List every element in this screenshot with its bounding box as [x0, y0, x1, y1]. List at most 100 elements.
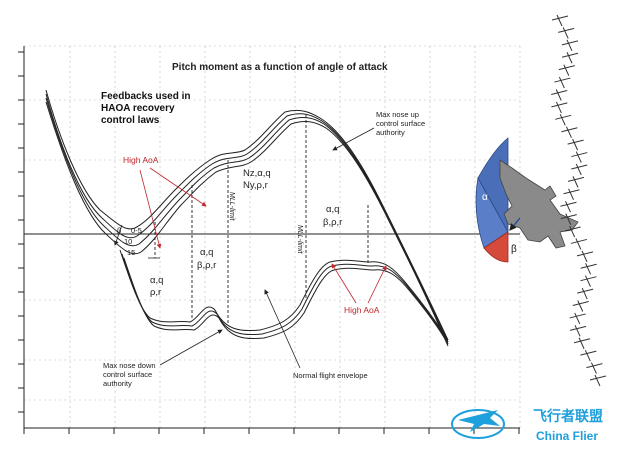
chain-stroke — [594, 374, 601, 387]
chain-stroke — [563, 189, 580, 195]
chain-stroke — [565, 213, 572, 225]
chain-stroke — [570, 238, 588, 244]
range-label-0-5: 0-5 — [131, 226, 142, 235]
inset-beta-symbol: β — [511, 244, 517, 255]
beta-arrow — [114, 224, 123, 246]
chain-stroke — [580, 263, 597, 269]
watermark-text-cn: 飞行者联盟 — [533, 408, 603, 424]
chain-stroke — [551, 102, 568, 108]
chain-stroke — [551, 15, 569, 21]
chain-stroke — [574, 312, 581, 325]
alpha-sector-lower — [475, 176, 509, 249]
chain-stroke — [585, 263, 592, 275]
axes — [23, 46, 520, 429]
watermark-text-en: China Flier — [536, 429, 598, 443]
chain-stroke — [576, 251, 594, 257]
limit-lines — [154, 115, 369, 325]
curve-1 — [45, 89, 449, 341]
max-nose-up-label: Max nose up control surface authority — [376, 110, 427, 137]
inset-arrow — [509, 217, 521, 231]
chain-stroke — [569, 325, 587, 331]
inset-alpha-symbol: α — [482, 192, 488, 203]
chain-stroke — [561, 40, 579, 46]
chain-stroke — [578, 337, 585, 349]
chain-stroke — [577, 288, 594, 294]
watermark-logo: 飞行者联盟 China Flier — [451, 408, 603, 443]
chain-stroke — [564, 226, 581, 232]
chain-stroke — [568, 188, 575, 201]
x-ticks — [23, 428, 520, 434]
lower-curve-2 — [121, 253, 449, 343]
curve-2 — [45, 93, 449, 343]
feedback-right: α,q β,ρ,r — [323, 204, 342, 228]
chain-stroke — [558, 27, 575, 33]
chain-stroke — [573, 338, 591, 344]
feedbacks-heading: Feedbacks used in HAOA recovery control … — [101, 91, 193, 126]
decorative-chain — [551, 14, 607, 387]
chain-stroke — [556, 14, 563, 27]
chain-stroke — [560, 201, 577, 207]
mll-limit-2: MLL-limit — [296, 225, 303, 254]
chain-stroke — [555, 89, 562, 101]
chain-stroke — [566, 52, 573, 64]
pitch-curves — [45, 89, 449, 347]
chain-stroke — [558, 65, 575, 71]
chain-stroke — [565, 200, 571, 213]
feedback-center: Nz,α,q Ny,ρ,r — [243, 168, 273, 191]
aircraft-silhouette — [499, 159, 579, 249]
chain-stroke — [555, 114, 572, 120]
chain-stroke — [577, 300, 584, 312]
lower-curve-3 — [123, 257, 449, 345]
lower-curve-1 — [119, 249, 449, 341]
feedback-left: α,q ρ,r — [150, 275, 166, 298]
max-nose-up-arrow — [332, 127, 375, 151]
chain-stroke — [580, 276, 597, 282]
high-aoa-right-arrow-1 — [331, 263, 357, 304]
max-nose-down-arrow — [159, 329, 223, 366]
chain-stroke — [581, 250, 588, 263]
chain-stroke — [572, 301, 589, 307]
aircraft-inset: α β — [475, 137, 579, 263]
beta-symbol: β — [117, 226, 122, 235]
chain-stroke — [574, 325, 581, 337]
chain-stroke — [561, 52, 579, 58]
normal-flight-envelope-label: Normal flight envelope — [293, 371, 368, 380]
high-aoa-right-label: High AoA — [344, 305, 380, 315]
range-label-10: 10 — [124, 237, 132, 246]
max-nose-down-label: Max nose down control surface authority — [103, 361, 158, 388]
chain-stroke — [551, 89, 568, 95]
chain-stroke — [561, 127, 578, 133]
chain-stroke — [572, 176, 579, 188]
grid — [24, 45, 521, 428]
chain-stroke — [562, 27, 569, 39]
chain-stroke — [566, 39, 573, 52]
chain-stroke — [560, 214, 577, 220]
range-label-15: 15 — [127, 248, 135, 257]
chain-stroke — [569, 225, 576, 238]
chain-stroke — [571, 152, 588, 158]
chain-stroke — [572, 138, 579, 151]
chain-stroke — [565, 126, 572, 138]
curve-3 — [45, 97, 449, 345]
chain-stroke — [571, 164, 588, 170]
diagram-title: Pitch moment as a function of angle of a… — [172, 62, 388, 73]
chain-stroke — [563, 64, 570, 76]
chain-stroke — [575, 163, 582, 176]
chain-stroke — [559, 114, 566, 126]
high-aoa-left-arrow-1 — [149, 167, 207, 207]
chain-stroke — [555, 101, 562, 114]
normal-flight-envelope-arrow — [264, 289, 301, 369]
chain-stroke — [569, 313, 586, 319]
mll-limit-1: MLL-limit — [228, 192, 235, 221]
chain-stroke — [589, 375, 607, 381]
logo-plane-icon — [458, 410, 500, 432]
high-aoa-left-arrow-2 — [139, 169, 162, 249]
high-aoa-right-arrow-2 — [367, 265, 387, 304]
chain-stroke — [580, 350, 597, 356]
chain-stroke — [581, 287, 588, 300]
feedback-mid: α,q β,ρ,r — [197, 247, 216, 271]
beta-sector — [483, 231, 509, 263]
chain-stroke — [585, 275, 591, 287]
